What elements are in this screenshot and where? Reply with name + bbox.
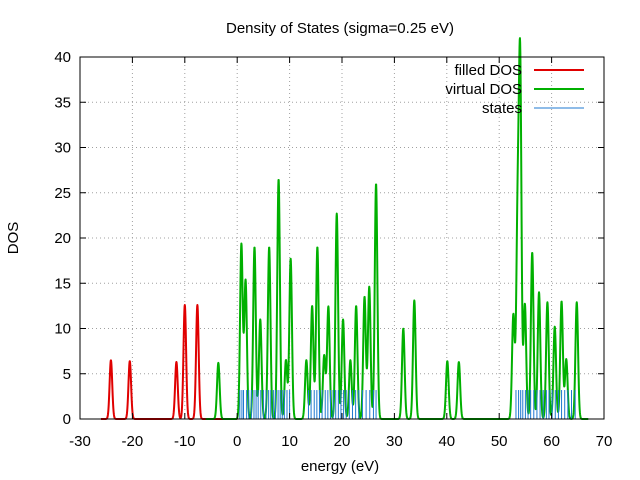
plot-frame: [79, 56, 605, 420]
legend-label: virtual DOS: [445, 81, 522, 98]
x-tick-label: 20: [334, 433, 351, 450]
x-tick-label: 0: [233, 433, 241, 450]
virtual-dos-line: [204, 37, 590, 420]
y-tick-label: 25: [54, 185, 71, 202]
series-states: [239, 390, 576, 419]
legend-label: states: [482, 100, 522, 117]
x-tick-label: -20: [122, 433, 144, 450]
x-tick-label: -30: [69, 433, 91, 450]
y-tick-label: 30: [54, 140, 71, 157]
x-tick-label: 10: [281, 433, 298, 450]
x-tick-label: -10: [174, 433, 196, 450]
x-tick-label: 70: [596, 433, 613, 450]
x-tick-label: 60: [543, 433, 560, 450]
grid: [80, 57, 604, 419]
y-tick-label: 5: [63, 366, 71, 383]
y-axis-label: DOS: [5, 222, 22, 255]
chart-title: Density of States (sigma=0.25 eV): [226, 20, 454, 37]
legend: filled DOS virtual DOS states: [445, 62, 584, 117]
x-tick-label: 30: [386, 433, 403, 450]
ticks: -30 -20 -10 0 10 20 30 40 50 60 70 0 5 10 15 20 25 30 35 40: [54, 49, 612, 450]
y-tick-label: 10: [54, 321, 71, 338]
x-tick-label: 50: [491, 433, 508, 450]
x-axis-label: energy (eV): [301, 458, 379, 475]
y-tick-label: 40: [54, 49, 71, 66]
y-tick-label: 15: [54, 275, 71, 292]
y-tick-label: 35: [54, 94, 71, 111]
legend-label: filled DOS: [454, 62, 522, 79]
x-tick-label: 40: [438, 433, 455, 450]
y-tick-label: 20: [54, 230, 71, 247]
series-virtual-dos: [204, 37, 590, 420]
y-tick-label: 0: [63, 411, 71, 428]
